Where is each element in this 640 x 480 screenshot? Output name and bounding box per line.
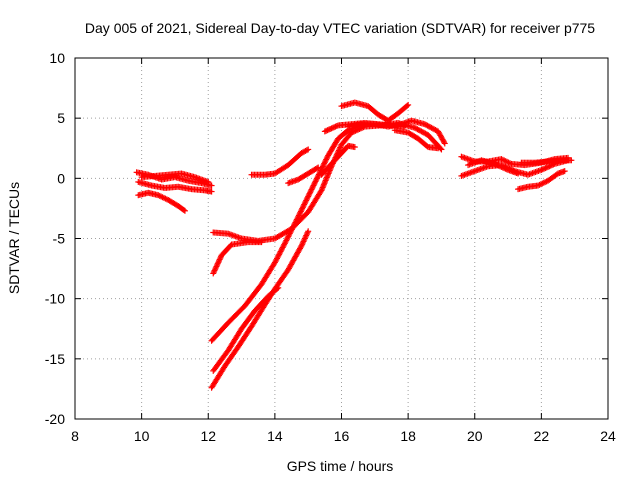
y-tick-label: 10 <box>49 50 65 66</box>
series-arc-7 <box>248 146 312 178</box>
grid-layer <box>75 58 608 419</box>
chart-title: Day 005 of 2021, Sidereal Day-to-day VTE… <box>85 20 595 36</box>
y-tick-label: -10 <box>45 291 65 307</box>
series-arc-9 <box>208 123 362 344</box>
y-axis-label: SDTVAR / TECUs <box>6 182 22 294</box>
y-tick-label: 5 <box>57 110 65 126</box>
x-tick-label: 24 <box>600 428 616 444</box>
data-layer <box>133 99 575 391</box>
y-tick-label: -20 <box>45 411 65 427</box>
series-arc-2 <box>135 178 215 195</box>
series-arc-21 <box>518 157 575 166</box>
tick-layer: 8 10 12 14 16 18 20 22 24 -20 -15 -10 -5 0 5 10 <box>45 50 616 444</box>
x-tick-label: 12 <box>200 428 216 444</box>
y-tick-label: 0 <box>57 170 65 186</box>
series-arc-4 <box>138 170 212 185</box>
series-arc-14 <box>338 99 412 124</box>
x-tick-label: 22 <box>534 428 550 444</box>
series-arc-19 <box>465 157 522 177</box>
series-arc-20 <box>515 168 568 193</box>
x-axis-label: GPS time / hours <box>287 458 394 474</box>
x-tick-label: 18 <box>400 428 416 444</box>
series-arc-6 <box>210 239 265 277</box>
series-arc-16 <box>391 127 442 152</box>
series-arc-15 <box>345 117 448 147</box>
series-arc-3 <box>135 189 188 214</box>
x-tick-label: 10 <box>134 428 150 444</box>
x-tick-label: 16 <box>334 428 350 444</box>
series-arc-5 <box>210 119 445 244</box>
x-tick-label: 14 <box>267 428 283 444</box>
y-tick-label: -15 <box>45 351 65 367</box>
series-arc-8 <box>285 164 322 187</box>
x-tick-label: 20 <box>467 428 483 444</box>
series-arc-11 <box>210 284 282 374</box>
y-tick-label: -5 <box>53 231 66 247</box>
series-arc-12 <box>318 142 358 178</box>
x-tick-label: 8 <box>71 428 79 444</box>
